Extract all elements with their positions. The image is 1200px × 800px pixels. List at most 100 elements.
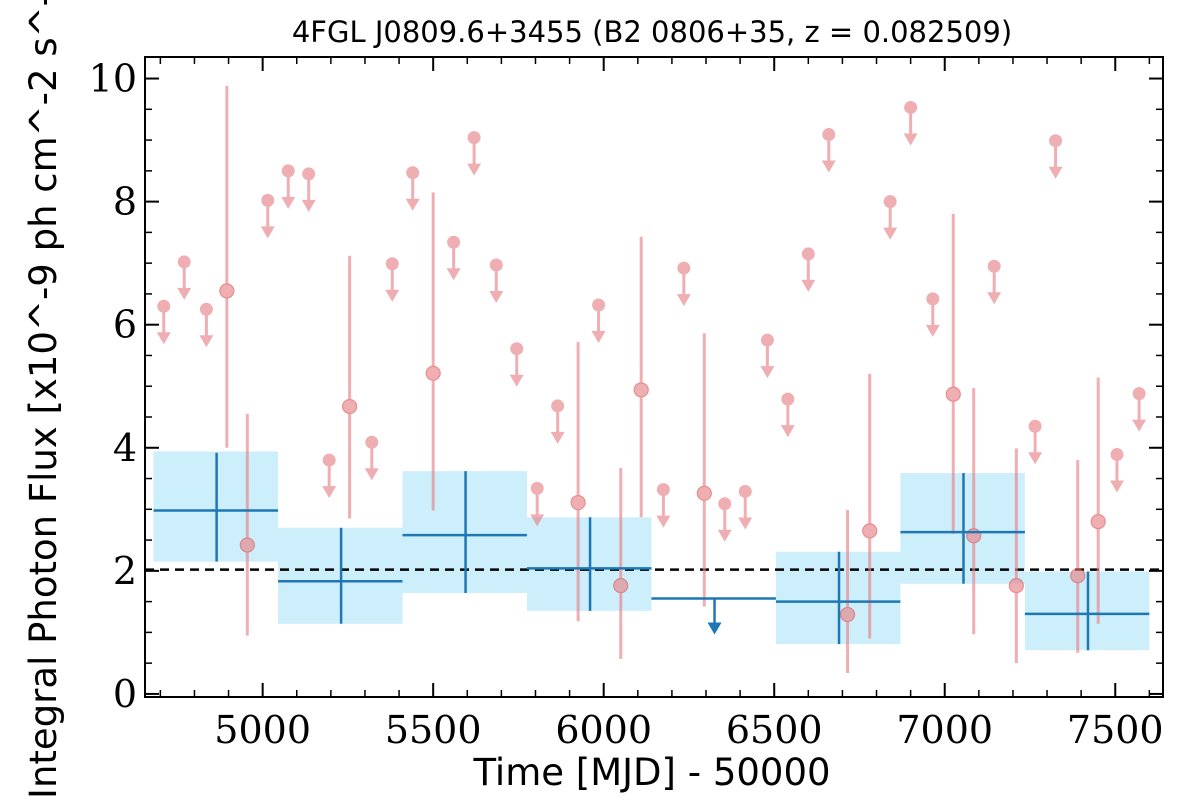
upper-limit-marker bbox=[781, 392, 795, 406]
upper-limit-marker bbox=[760, 333, 774, 347]
short-bin-point bbox=[696, 333, 712, 607]
upper-limit-marker bbox=[489, 258, 503, 272]
upper-limit-marker bbox=[177, 255, 191, 269]
upper-limit-marker bbox=[281, 164, 295, 178]
x-tick-label: 6500 bbox=[726, 708, 823, 752]
short-bin-upper-limit bbox=[322, 453, 337, 499]
long-bin-point bbox=[526, 517, 652, 611]
short-bin-upper-limit bbox=[883, 195, 898, 240]
upper-limit-marker bbox=[467, 131, 481, 145]
short-bin-marker bbox=[219, 283, 235, 299]
upper-limit-arrow bbox=[489, 291, 504, 303]
upper-limit-marker bbox=[592, 298, 606, 312]
short-bin-upper-limit bbox=[364, 435, 379, 481]
x-tick-label: 5000 bbox=[214, 708, 311, 752]
upper-limit-arrow bbox=[322, 486, 337, 499]
upper-limit-marker bbox=[738, 484, 752, 498]
short-bin-upper-limit bbox=[199, 302, 214, 348]
short-bin-upper-limit bbox=[1048, 134, 1063, 179]
upper-limit-arrow bbox=[925, 324, 940, 337]
upper-limit-marker bbox=[677, 261, 691, 275]
upper-limit-marker bbox=[261, 193, 275, 207]
x-tick-label: 6000 bbox=[555, 708, 652, 752]
short-bin-marker bbox=[1090, 514, 1106, 530]
short-bin-upper-limit bbox=[738, 484, 753, 530]
upper-limit-marker bbox=[883, 195, 897, 209]
short-bin-upper-limit bbox=[385, 257, 400, 302]
y-tick-label: 10 bbox=[89, 57, 137, 101]
long-bin-limit-arrow bbox=[707, 622, 722, 635]
short-bin-marker bbox=[342, 398, 358, 415]
upper-limit-marker bbox=[530, 481, 544, 495]
short-bin-point bbox=[862, 373, 878, 639]
upper-limit-arrow bbox=[780, 425, 795, 438]
upper-limit-arrow bbox=[591, 331, 606, 343]
long-bin-point bbox=[900, 473, 1025, 584]
short-bin-upper-limit bbox=[821, 128, 836, 173]
upper-limit-arrow bbox=[1028, 452, 1043, 465]
long-bin-point bbox=[278, 527, 403, 624]
short-bin-upper-limit bbox=[260, 193, 275, 239]
short-bin-marker bbox=[613, 578, 629, 594]
upper-limit-arrow bbox=[717, 529, 732, 542]
upper-limit-arrow bbox=[199, 335, 214, 348]
x-axis-title: Time [MJD] - 50000 bbox=[472, 751, 830, 794]
upper-limit-marker bbox=[926, 292, 940, 306]
short-bin-point bbox=[613, 468, 629, 659]
upper-limit-arrow bbox=[883, 227, 898, 240]
short-bin-upper-limit bbox=[801, 247, 816, 292]
upper-limit-arrow bbox=[156, 332, 171, 345]
upper-limit-arrow bbox=[1132, 419, 1147, 432]
y-tick-label: 4 bbox=[113, 426, 137, 470]
upper-limit-arrow bbox=[177, 287, 192, 300]
upper-limit-marker bbox=[322, 453, 336, 467]
x-tick-label: 7000 bbox=[896, 708, 993, 752]
upper-limit-marker bbox=[1028, 419, 1042, 433]
upper-limit-arrow bbox=[301, 199, 316, 212]
long-bin-point bbox=[1024, 571, 1150, 651]
upper-limit-arrow bbox=[987, 292, 1002, 305]
upper-limit-marker bbox=[718, 497, 732, 511]
upper-limit-marker bbox=[904, 100, 918, 114]
upper-limit-marker bbox=[406, 166, 420, 180]
short-bin-marker bbox=[425, 365, 441, 381]
short-bin-upper-limit bbox=[656, 483, 671, 528]
y-tick-label: 2 bbox=[113, 549, 137, 593]
upper-limit-marker bbox=[1110, 448, 1124, 462]
short-bin-upper-limit bbox=[550, 399, 565, 444]
short-bin-point bbox=[342, 255, 358, 519]
upper-limit-arrow bbox=[676, 294, 691, 307]
short-bin-point bbox=[945, 213, 961, 534]
upper-limit-arrow bbox=[1109, 480, 1124, 493]
short-bin-upper-limit bbox=[467, 131, 482, 176]
long-bin-point bbox=[402, 471, 527, 593]
short-bin-point bbox=[1070, 460, 1086, 653]
short-bin-point bbox=[1090, 377, 1106, 624]
short-bin-upper-limit bbox=[156, 299, 171, 345]
short-bin-upper-limit bbox=[987, 259, 1002, 305]
short-bin-upper-limit bbox=[530, 481, 545, 527]
x-tick-label: 7500 bbox=[1067, 708, 1164, 752]
upper-limit-arrow bbox=[385, 289, 400, 302]
upper-limit-arrow bbox=[405, 198, 420, 211]
short-bin-point bbox=[239, 413, 255, 636]
short-bin-upper-limit bbox=[489, 258, 504, 303]
upper-limit-marker bbox=[551, 399, 565, 413]
short-bin-point bbox=[633, 236, 649, 518]
short-bin-upper-limit bbox=[780, 392, 795, 438]
short-bin-marker bbox=[1008, 578, 1024, 594]
upper-limit-arrow bbox=[821, 160, 836, 173]
upper-limit-marker bbox=[510, 342, 524, 356]
upper-limit-marker bbox=[157, 299, 171, 313]
upper-limit-marker bbox=[822, 128, 836, 142]
upper-limit-arrow bbox=[281, 196, 296, 209]
long-bin-point bbox=[775, 551, 901, 645]
short-bin-upper-limit bbox=[281, 164, 296, 209]
upper-limit-arrow bbox=[801, 279, 816, 292]
short-bin-point bbox=[425, 192, 441, 511]
short-bin-upper-limit bbox=[591, 298, 606, 343]
short-bin-marker bbox=[239, 537, 255, 553]
upper-limit-arrow bbox=[656, 515, 671, 528]
upper-limit-arrow bbox=[530, 514, 545, 527]
